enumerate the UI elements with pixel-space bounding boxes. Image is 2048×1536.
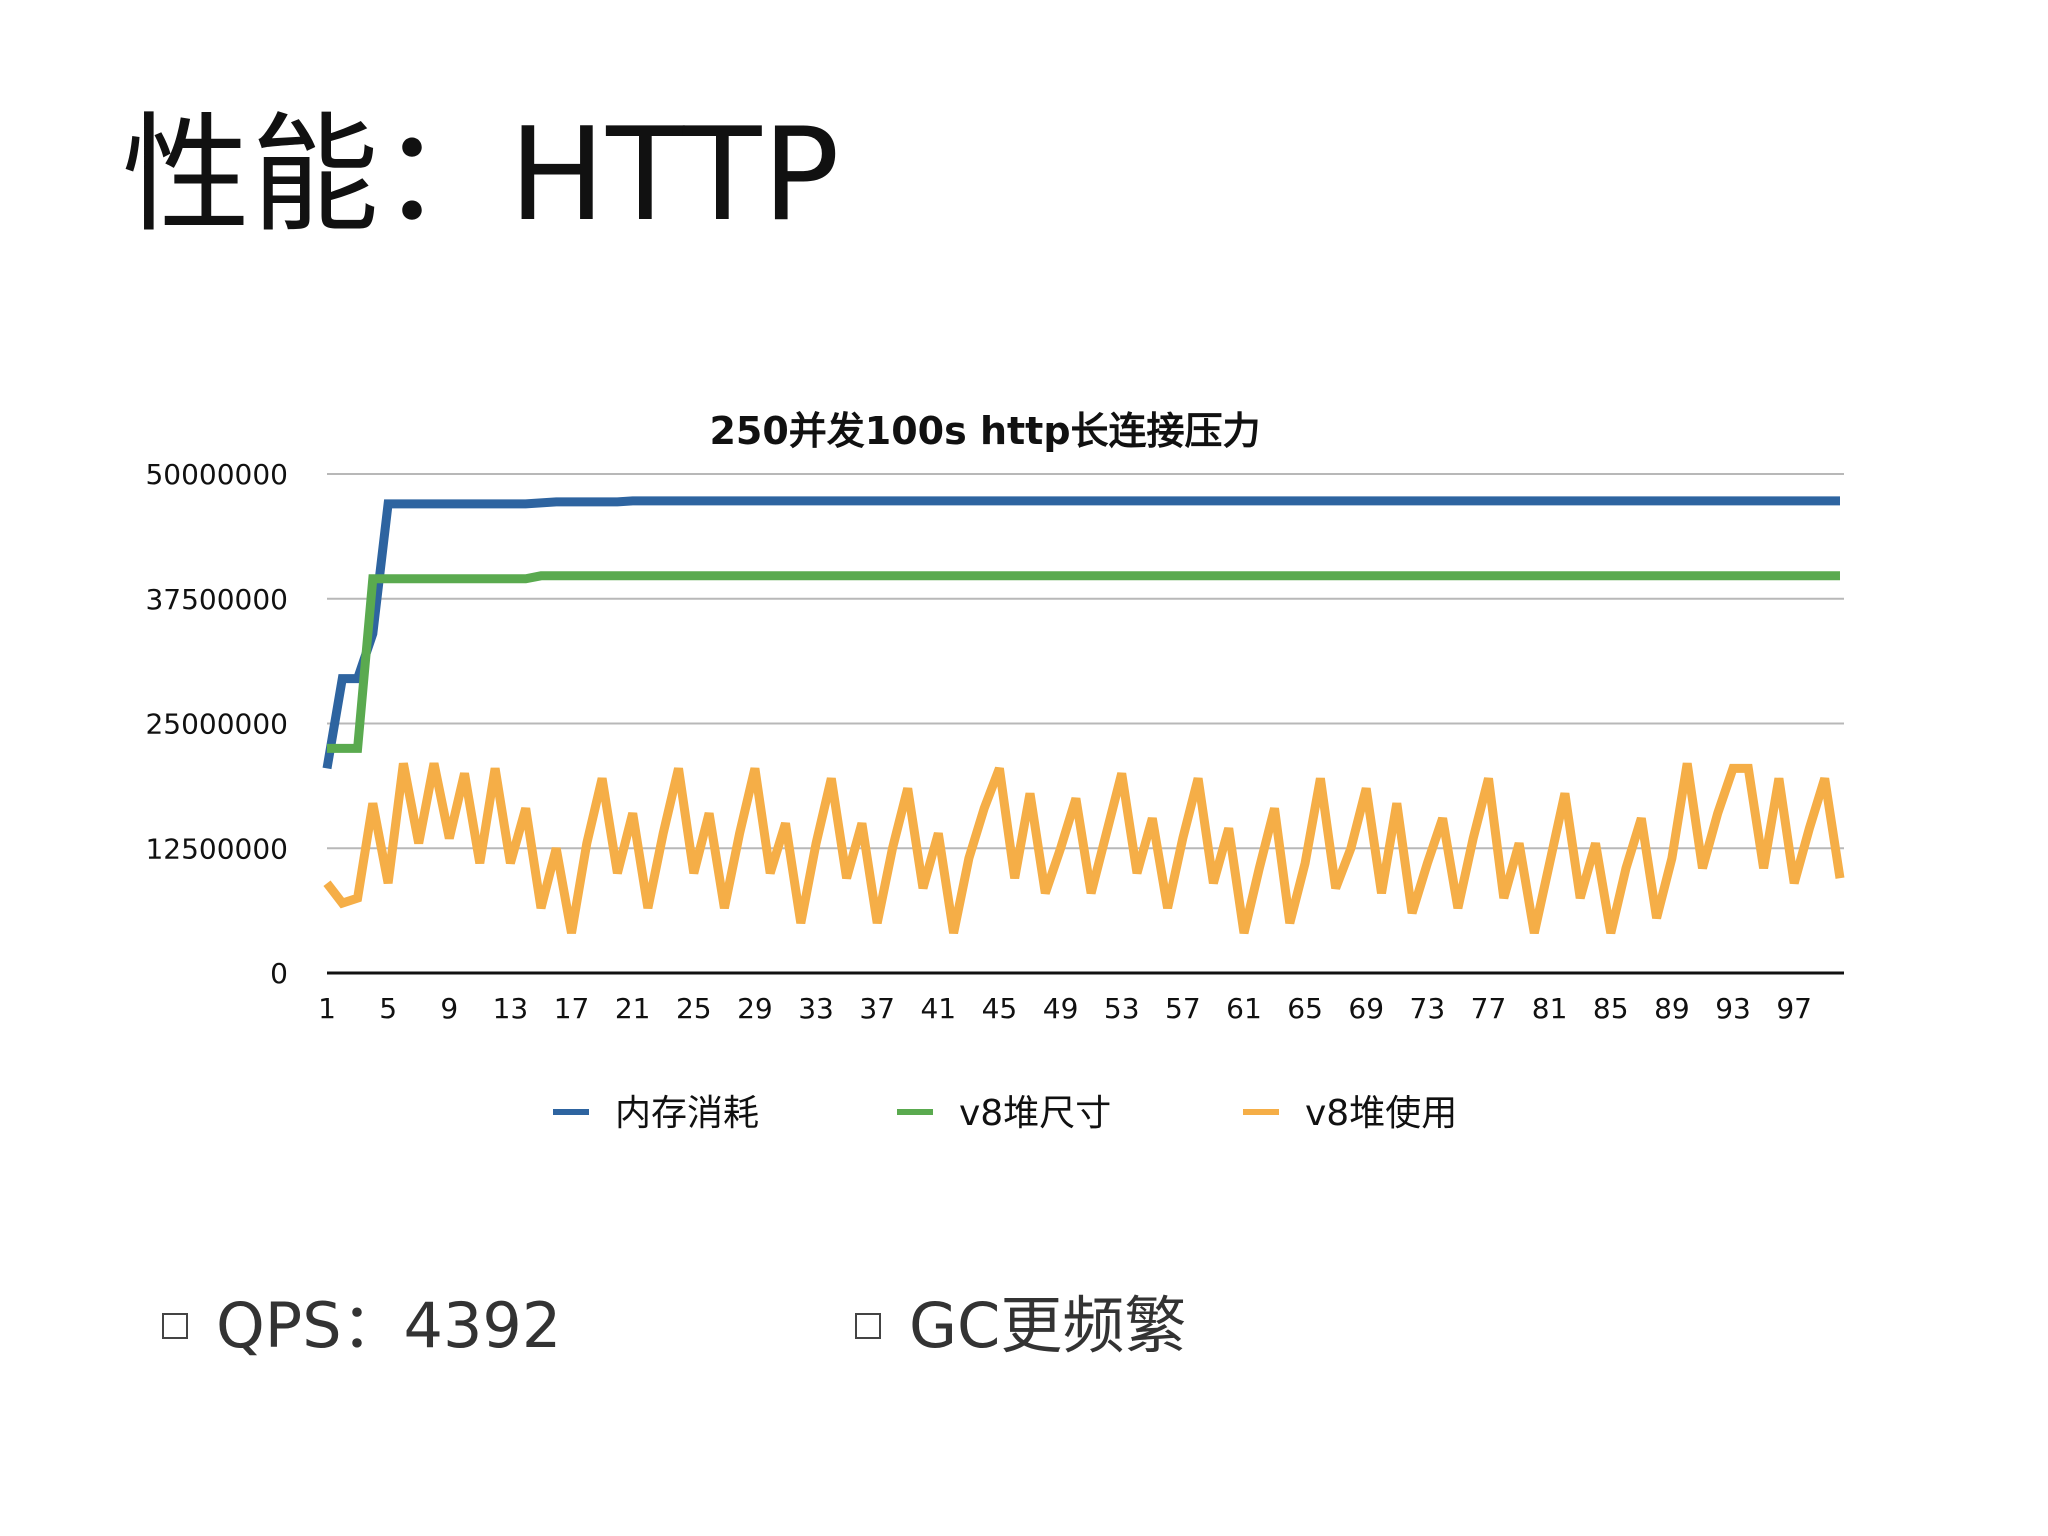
line-chart: 250并发100s http长连接压力 01250000025000000375… (145, 409, 1845, 1134)
x-tick-label: 25 (676, 992, 712, 1025)
x-axis-ticks: 1 5 9 13 17 21 25 29 33 37 41 45 49 53 57 61 65 69 73 77 81 8… (318, 992, 1812, 1025)
x-tick-label: 97 (1776, 992, 1812, 1025)
y-axis-ticks: 0 12500000 25000000 37500000 50000000 (145, 458, 288, 990)
x-tick-label: 37 (859, 992, 895, 1025)
x-tick-label: 9 (440, 992, 458, 1025)
bullet-qps: QPS：4392 (162, 1280, 561, 1362)
y-tick-label: 25000000 (145, 708, 288, 741)
x-tick-label: 89 (1654, 992, 1690, 1025)
series-line-3 (323, 762, 1845, 935)
x-tick-label: 61 (1226, 992, 1262, 1025)
y-tick-label: 0 (270, 957, 288, 990)
x-tick-label: 1 (318, 992, 336, 1025)
bullet-square-icon (855, 1313, 881, 1339)
x-tick-label: 21 (615, 992, 651, 1025)
x-tick-label: 17 (554, 992, 590, 1025)
series-line-2 (327, 571, 1840, 753)
x-tick-label: 57 (1165, 992, 1201, 1025)
x-tick-label: 93 (1715, 992, 1751, 1025)
chart-title: 250并发100s http长连接压力 (709, 409, 1260, 453)
x-tick-label: 77 (1471, 992, 1507, 1025)
x-tick-label: 81 (1532, 992, 1568, 1025)
bullet-gc-text: GC更频繁 (909, 1289, 1187, 1362)
x-tick-label: 33 (798, 992, 834, 1025)
x-tick-label: 5 (379, 992, 397, 1025)
bullet-square-icon (162, 1313, 188, 1339)
x-tick-label: 13 (493, 992, 529, 1025)
x-tick-label: 53 (1104, 992, 1140, 1025)
x-tick-label: 45 (982, 992, 1018, 1025)
legend-label: v8堆尺寸 (959, 1093, 1111, 1134)
x-tick-label: 49 (1043, 992, 1079, 1025)
slide-title: 性能：HTTP (122, 101, 841, 250)
x-tick-label: 65 (1287, 992, 1323, 1025)
legend-label: v8堆使用 (1305, 1093, 1457, 1134)
series-lines (322, 496, 1845, 935)
bullet-qps-text: QPS：4392 (216, 1289, 562, 1362)
legend: 内存消耗 v8堆尺寸 v8堆使用 (553, 1093, 1457, 1134)
y-tick-label: 12500000 (145, 832, 288, 865)
legend-label: 内存消耗 (615, 1093, 759, 1134)
chart: 250并发100s http长连接压力 0 12500000 25000000 375… (0, 380, 2048, 1200)
series-line-1 (322, 496, 1840, 770)
x-tick-label: 85 (1593, 992, 1629, 1025)
x-tick-label: 73 (1410, 992, 1446, 1025)
grid-lines (327, 473, 1844, 975)
y-tick-label: 50000000 (145, 458, 288, 491)
y-tick-label: 37500000 (145, 583, 288, 616)
x-tick-label: 41 (920, 992, 956, 1025)
x-tick-label: 29 (737, 992, 773, 1025)
x-tick-label: 69 (1348, 992, 1384, 1025)
bullet-gc: GC更频繁 (855, 1280, 1186, 1362)
